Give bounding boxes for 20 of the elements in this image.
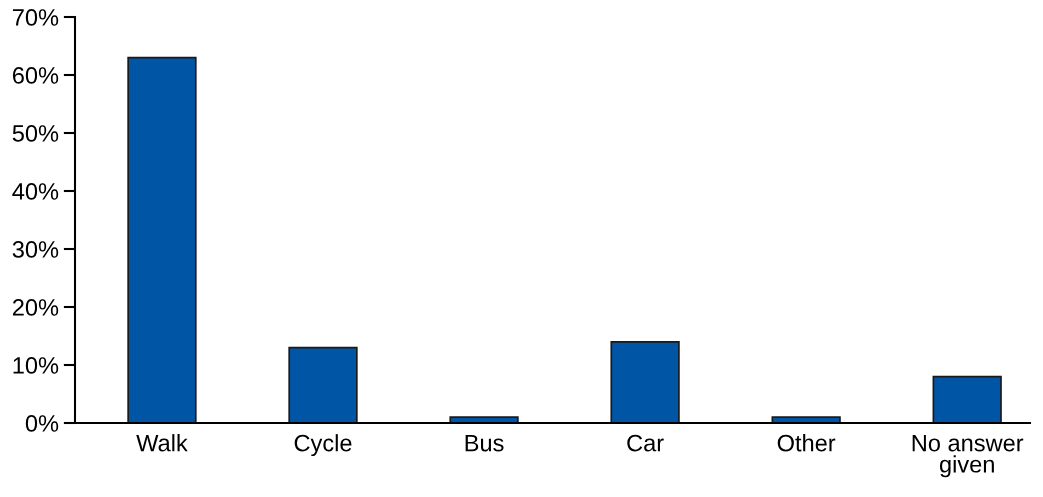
x-tick-label: Other	[777, 434, 836, 452]
x-tick-label: No answer given	[912, 434, 1024, 478]
y-tick-label: 10%	[13, 357, 59, 374]
y-tick-label: 70%	[12, 9, 59, 26]
x-tick-label: Cycle	[294, 434, 352, 457]
y-tick-label: 50%	[12, 125, 59, 142]
bar	[610, 340, 680, 423]
y-tick-label: 30%	[12, 241, 59, 258]
bar	[288, 346, 358, 423]
bar	[127, 56, 197, 423]
x-tick-label: Car	[627, 434, 664, 452]
bar	[449, 416, 519, 423]
x-tick-label: Bus	[465, 434, 504, 452]
x-tick-label: Walk	[136, 434, 188, 452]
y-tick-label: 60%	[12, 67, 59, 84]
y-tick-label: 0%	[25, 415, 59, 432]
bar	[932, 375, 1002, 423]
y-tick-label: 40%	[12, 183, 59, 200]
bar	[771, 416, 841, 423]
y-tick-label: 20%	[12, 299, 59, 316]
